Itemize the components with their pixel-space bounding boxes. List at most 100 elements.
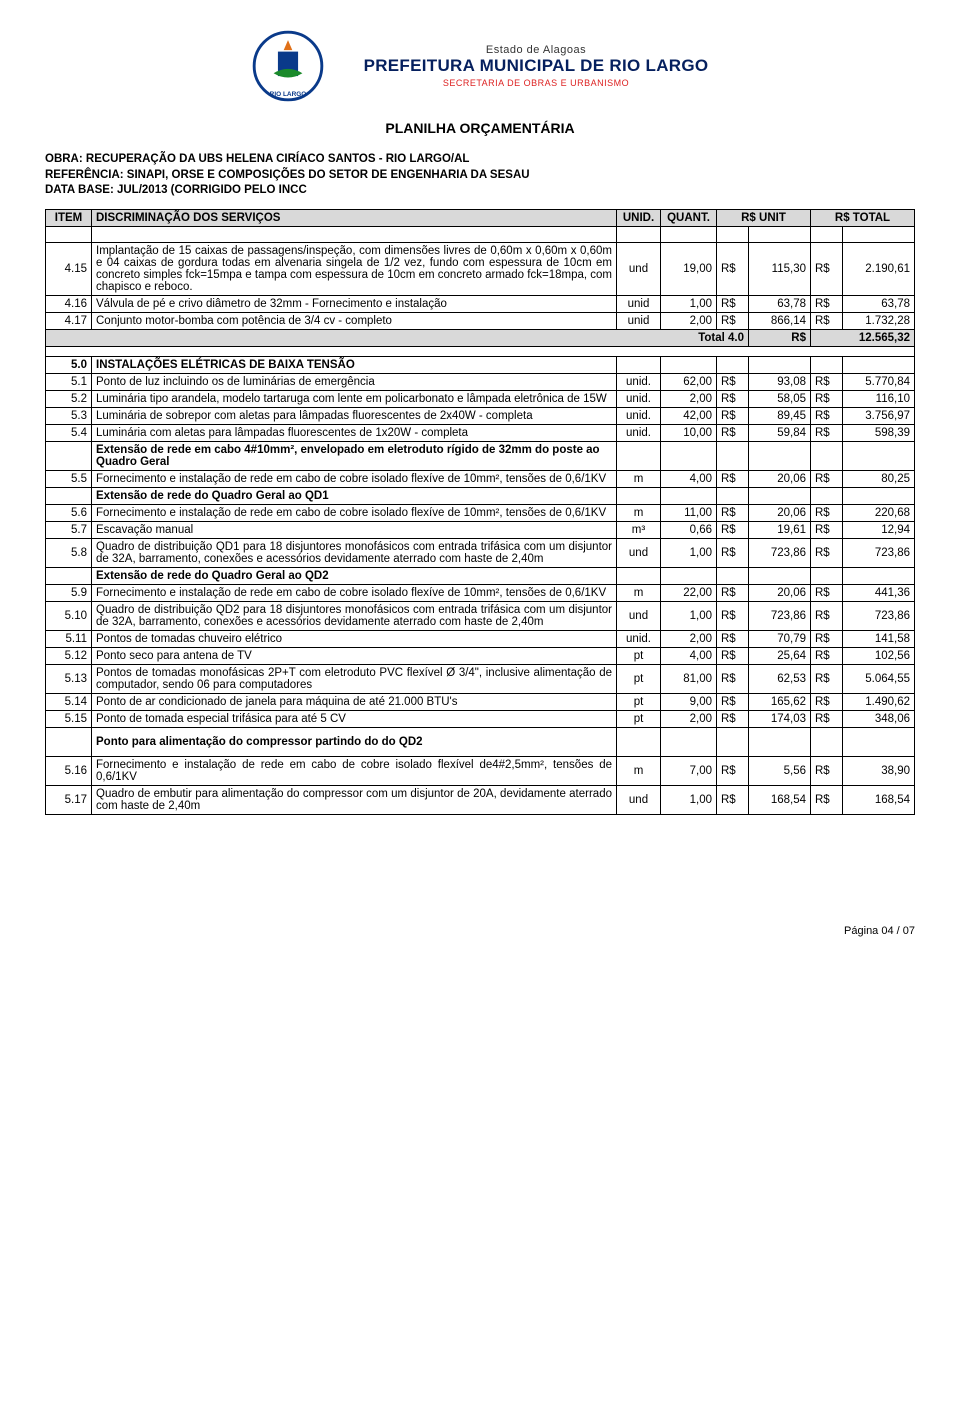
row-quant: 4,00 bbox=[661, 647, 717, 664]
table-row: Ponto para alimentação do compressor par… bbox=[46, 727, 915, 756]
row-total: 3.756,97 bbox=[843, 407, 915, 424]
row-unit: 20,06 bbox=[749, 584, 811, 601]
row-unit: 723,86 bbox=[749, 538, 811, 567]
row-desc: Pontos de tomadas monofásicas 2P+T com e… bbox=[92, 664, 617, 693]
col-quant: QUANT. bbox=[661, 209, 717, 226]
row-unid: und bbox=[617, 601, 661, 630]
row-unit: 174,03 bbox=[749, 710, 811, 727]
row-total: 80,25 bbox=[843, 470, 915, 487]
col-item: ITEM bbox=[46, 209, 92, 226]
table-row: 5.17Quadro de embutir para alimentação d… bbox=[46, 785, 915, 814]
row-unid: pt bbox=[617, 710, 661, 727]
row-total: 220,68 bbox=[843, 504, 915, 521]
row-desc: Quadro de embutir para alimentação do co… bbox=[92, 785, 617, 814]
table-row: 5.9Fornecimento e instalação de rede em … bbox=[46, 584, 915, 601]
row-item: 5.15 bbox=[46, 710, 92, 727]
row-unid: unid. bbox=[617, 630, 661, 647]
row-curr-total: R$ bbox=[811, 756, 843, 785]
row-quant: 2,00 bbox=[661, 312, 717, 329]
row-unit: 20,06 bbox=[749, 470, 811, 487]
row-quant: 1,00 bbox=[661, 538, 717, 567]
row-curr-total: R$ bbox=[811, 584, 843, 601]
row-total: 1.490,62 bbox=[843, 693, 915, 710]
row-total: 5.064,55 bbox=[843, 664, 915, 693]
row-item: 5.9 bbox=[46, 584, 92, 601]
table-row: 5.3Luminária de sobrepor com aletas para… bbox=[46, 407, 915, 424]
row-unid: und bbox=[617, 785, 661, 814]
row-curr-unit: R$ bbox=[717, 295, 749, 312]
row-item: 5.10 bbox=[46, 601, 92, 630]
row-quant: 0,66 bbox=[661, 521, 717, 538]
table-row: 4.17Conjunto motor-bomba com potência de… bbox=[46, 312, 915, 329]
row-desc: Ponto para alimentação do compressor par… bbox=[92, 727, 617, 756]
row-total: 598,39 bbox=[843, 424, 915, 441]
row-total: 102,56 bbox=[843, 647, 915, 664]
row-desc: Luminária de sobrepor com aletas para lâ… bbox=[92, 407, 617, 424]
row-curr-unit: R$ bbox=[717, 710, 749, 727]
row-curr-total: R$ bbox=[811, 312, 843, 329]
row-desc: Ponto seco para antena de TV bbox=[92, 647, 617, 664]
row-total: 63,78 bbox=[843, 295, 915, 312]
row-total: 441,36 bbox=[843, 584, 915, 601]
row-curr-unit: R$ bbox=[717, 647, 749, 664]
row-curr-total: R$ bbox=[811, 295, 843, 312]
col-unit: R$ UNIT bbox=[717, 209, 811, 226]
row-quant: 10,00 bbox=[661, 424, 717, 441]
page-footer: Página 04 / 07 bbox=[45, 925, 915, 937]
col-desc: DISCRIMINAÇÃO DOS SERVIÇOS bbox=[92, 209, 617, 226]
row-curr-total: R$ bbox=[811, 693, 843, 710]
row-quant: 19,00 bbox=[661, 242, 717, 295]
table-row: 5.14Ponto de ar condicionado de janela p… bbox=[46, 693, 915, 710]
row-item: 4.16 bbox=[46, 295, 92, 312]
row-item: 5.3 bbox=[46, 407, 92, 424]
row-unid: und bbox=[617, 242, 661, 295]
table-row: 5.1Ponto de luz incluindo os de luminári… bbox=[46, 373, 915, 390]
row-curr-total: R$ bbox=[811, 647, 843, 664]
document-title: PLANILHA ORÇAMENTÁRIA bbox=[45, 120, 915, 136]
row-total: 348,06 bbox=[843, 710, 915, 727]
section-5-title: INSTALAÇÕES ELÉTRICAS DE BAIXA TENSÃO bbox=[92, 356, 617, 373]
table-row: 5.15Ponto de tomada especial trifásica p… bbox=[46, 710, 915, 727]
col-unid: UNID. bbox=[617, 209, 661, 226]
header-state: Estado de Alagoas bbox=[364, 44, 709, 56]
row-unid: m bbox=[617, 470, 661, 487]
row-desc: Quadro de distribuição QD2 para 18 disju… bbox=[92, 601, 617, 630]
row-unit: 70,79 bbox=[749, 630, 811, 647]
table-row: 5.7Escavação manualm³0,66R$19,61R$12,94 bbox=[46, 521, 915, 538]
header-prefecture: PREFEITURA MUNICIPAL DE RIO LARGO bbox=[364, 56, 709, 76]
row-item: 5.2 bbox=[46, 390, 92, 407]
row-item: 5.5 bbox=[46, 470, 92, 487]
section-5-item: 5.0 bbox=[46, 356, 92, 373]
row-total: 141,58 bbox=[843, 630, 915, 647]
row-total: 5.770,84 bbox=[843, 373, 915, 390]
row-curr-unit: R$ bbox=[717, 312, 749, 329]
row-item: 5.17 bbox=[46, 785, 92, 814]
table-row: Extensão de rede em cabo 4#10mm², envelo… bbox=[46, 441, 915, 470]
row-curr-unit: R$ bbox=[717, 538, 749, 567]
row-curr-unit: R$ bbox=[717, 424, 749, 441]
row-curr-total: R$ bbox=[811, 664, 843, 693]
row-unit: 63,78 bbox=[749, 295, 811, 312]
row-item bbox=[46, 727, 92, 756]
row-unit: 165,62 bbox=[749, 693, 811, 710]
row-curr-total: R$ bbox=[811, 242, 843, 295]
row-item: 5.14 bbox=[46, 693, 92, 710]
row-item: 5.16 bbox=[46, 756, 92, 785]
row-desc: Fornecimento e instalação de rede em cab… bbox=[92, 584, 617, 601]
row-unid: unid. bbox=[617, 424, 661, 441]
row-quant: 2,00 bbox=[661, 710, 717, 727]
row-quant: 1,00 bbox=[661, 785, 717, 814]
table-row: 5.5Fornecimento e instalação de rede em … bbox=[46, 470, 915, 487]
row-total: 38,90 bbox=[843, 756, 915, 785]
document-header: RIO LARGO Estado de Alagoas PREFEITURA M… bbox=[45, 30, 915, 102]
row-item: 5.7 bbox=[46, 521, 92, 538]
meta-database: DATA BASE: JUL/2013 (CORRIGIDO PELO INCC bbox=[45, 183, 915, 199]
row-item: 4.15 bbox=[46, 242, 92, 295]
row-total: 168,54 bbox=[843, 785, 915, 814]
total-4-curr: R$ bbox=[749, 329, 811, 346]
row-unid: unid bbox=[617, 312, 661, 329]
row-quant: 2,00 bbox=[661, 390, 717, 407]
row-curr-unit: R$ bbox=[717, 470, 749, 487]
row-desc: Válvula de pé e crivo diâmetro de 32mm -… bbox=[92, 295, 617, 312]
row-desc: Extensão de rede do Quadro Geral ao QD2 bbox=[92, 567, 617, 584]
